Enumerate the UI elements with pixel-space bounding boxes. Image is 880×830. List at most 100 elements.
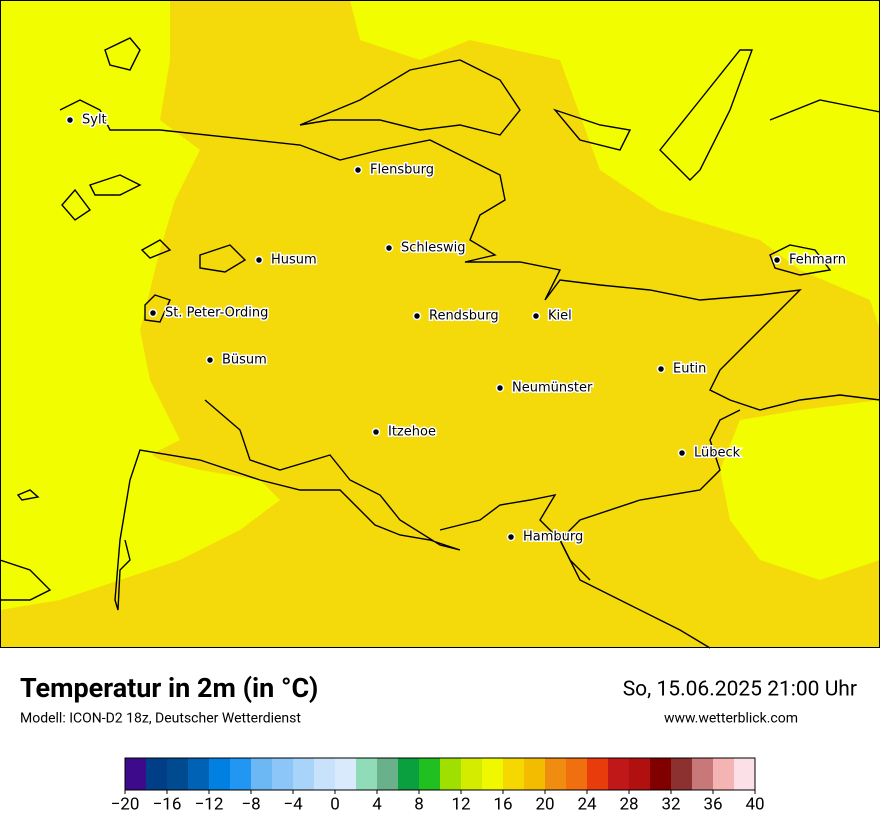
colorbar-tick-label: −20	[111, 794, 140, 814]
colorbar-swatch	[440, 758, 462, 790]
colorbar-swatch	[272, 758, 294, 790]
colorbar-swatch	[734, 758, 756, 790]
coastline	[439, 494, 591, 581]
coastline	[769, 244, 832, 276]
colorbar-tick-label: 32	[661, 794, 680, 814]
colorbar-swatch	[482, 758, 504, 790]
colorbar-swatch	[650, 758, 672, 790]
city-marker	[353, 165, 363, 175]
colorbar-tick-label: 8	[414, 794, 424, 814]
city-marker	[656, 364, 666, 374]
colorbar-swatch	[692, 758, 714, 790]
colorbar: −20 −16 −12 −8 −4 0 4 8 12 16 20 24 28 32 36 40	[111, 757, 765, 814]
coastline	[0, 559, 52, 601]
coastline	[16, 489, 40, 501]
colorbar-swatch	[146, 758, 168, 790]
city-marker	[148, 308, 158, 318]
colorbar-swatch	[461, 758, 483, 790]
coastline	[104, 37, 141, 71]
colorbar-swatch	[209, 758, 231, 790]
datetime: So, 15.06.2025 21:00 Uhr	[623, 678, 857, 702]
colorbar-swatch	[629, 758, 651, 790]
colorbar-swatch	[356, 758, 378, 790]
coastline	[140, 239, 172, 259]
colorbar-swatch	[251, 758, 273, 790]
colorbar-swatch	[503, 758, 525, 790]
city-marker	[677, 448, 687, 458]
city-label: Kiel	[548, 309, 572, 324]
subtitle: Modell: ICON-D2 18z, Deutscher Wetterdie…	[20, 711, 301, 727]
colorbar-tick-label: 12	[451, 794, 470, 814]
colorbar-tick-label: 36	[703, 794, 722, 814]
colorbar-tick-label: −8	[241, 794, 260, 814]
cool-area	[0, 440, 280, 610]
colorbar-tick-label: 0	[330, 794, 340, 814]
coastline	[89, 174, 142, 196]
colorbar-swatch	[125, 758, 147, 790]
colorbar-tick-label: 40	[745, 794, 764, 814]
coastline	[59, 99, 880, 411]
city-marker	[371, 427, 381, 437]
website: www.wetterblick.com	[664, 711, 798, 727]
colorbar-swatch	[188, 758, 210, 790]
city-labels: Sylt Flensburg Schleswig Husum Fehmarn St. Pe…	[65, 111, 848, 546]
coastline	[144, 294, 171, 323]
city-marker	[531, 311, 541, 321]
coastline	[199, 244, 247, 273]
city-label: Rendsburg	[429, 309, 499, 324]
city-label: Eutin	[673, 362, 706, 377]
colorbar-swatch	[314, 758, 336, 790]
city-label: Flensburg	[370, 163, 434, 178]
coastline	[299, 59, 521, 136]
city-marker	[384, 243, 394, 253]
colorbar-tick-label: 28	[619, 794, 638, 814]
colorbar-border	[124, 757, 756, 791]
coastline	[61, 188, 92, 221]
colorbar-swatch	[671, 758, 693, 790]
colorbar-swatch	[545, 758, 567, 790]
map: Sylt Flensburg Schleswig Husum Fehmarn St. Pe…	[0, 0, 880, 649]
colorbar-tick-label: −12	[195, 794, 224, 814]
colorbar-swatch	[293, 758, 315, 790]
title: Temperatur in 2m (in °C)	[20, 672, 318, 704]
city-label: Büsum	[222, 353, 267, 368]
city-marker	[506, 532, 516, 542]
colorbar-swatch	[419, 758, 441, 790]
colorbar-swatch	[713, 758, 735, 790]
colorbar-tick-label: 20	[535, 794, 554, 814]
colorbar-tick-label: −4	[283, 794, 303, 814]
city-label: Hamburg	[523, 530, 583, 545]
city-marker	[254, 255, 264, 265]
city-marker	[772, 255, 782, 265]
colorbar-swatch	[335, 758, 357, 790]
colorbar-tick-label: −16	[153, 794, 182, 814]
colorbar-swatch	[608, 758, 630, 790]
city-label: Fehmarn	[789, 253, 846, 268]
city-label: Husum	[271, 253, 317, 268]
city-label: Sylt	[82, 113, 107, 128]
city-label: Lübeck	[694, 446, 741, 461]
colorbar-tick-label: 24	[577, 794, 597, 814]
colorbar-swatch	[398, 758, 420, 790]
city-label: Itzehoe	[388, 425, 436, 440]
colorbar-swatch	[377, 758, 399, 790]
city-label: Neumünster	[512, 381, 593, 396]
city-marker	[495, 383, 505, 393]
coastline	[769, 99, 880, 121]
coastline	[559, 409, 741, 649]
coastline	[552, 108, 632, 151]
city-marker	[412, 311, 422, 321]
colorbar-tick-label: 4	[372, 794, 382, 814]
colorbar-tick-label: 16	[493, 794, 512, 814]
coastline	[659, 49, 754, 181]
cool-area	[720, 400, 880, 580]
colorbar-swatch	[524, 758, 546, 790]
colorbar-swatch	[587, 758, 609, 790]
cool-area	[580, 0, 880, 240]
city-marker	[65, 115, 75, 125]
colorbar-swatch	[230, 758, 252, 790]
city-marker	[205, 355, 215, 365]
colorbar-swatch	[566, 758, 588, 790]
city-label: St. Peter-Ording	[165, 306, 268, 321]
